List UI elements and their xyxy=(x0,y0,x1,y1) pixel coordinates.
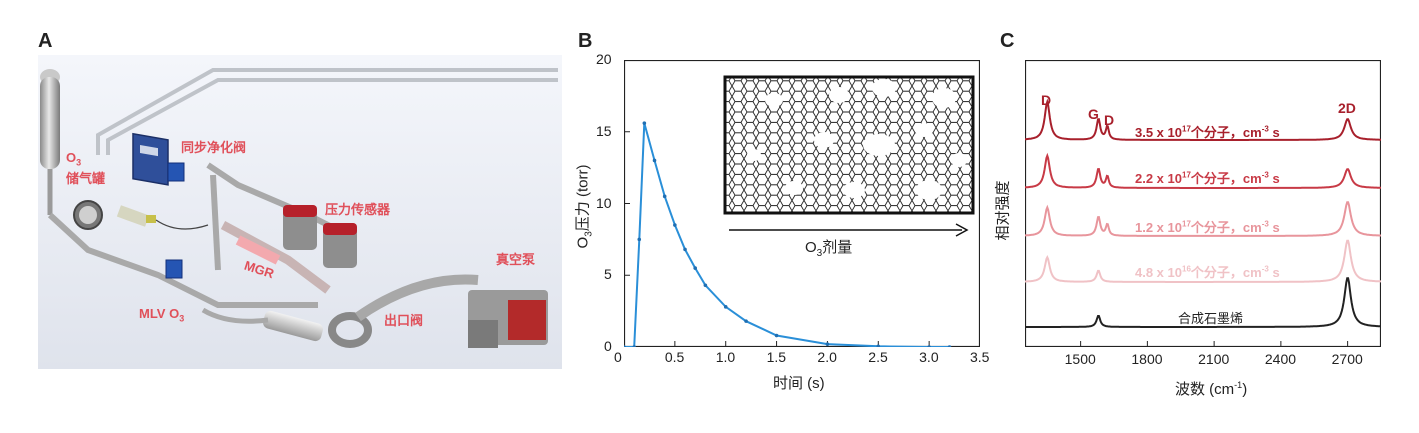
raman-x-title: 波数 (cm-1) xyxy=(1175,380,1248,398)
pressure-point xyxy=(622,345,626,349)
peak-label-2d: 2D xyxy=(1338,100,1356,116)
pressure-point xyxy=(947,345,952,349)
y-tick-label: 0 xyxy=(604,338,612,354)
peak-label-d-prime: D xyxy=(1104,112,1115,128)
x-tick-label: 1.0 xyxy=(715,349,736,365)
spectrum-label-5: 合成石墨烯 xyxy=(1178,311,1244,326)
pressure-point xyxy=(774,333,779,338)
raman-x-tick-label: 1500 xyxy=(1064,351,1096,367)
pressure-point xyxy=(662,194,667,199)
pressure-point xyxy=(642,121,647,125)
y-tick-label: 5 xyxy=(604,266,612,283)
inset-dose-label: O3剂量 xyxy=(805,239,853,259)
peak-label-d: D xyxy=(1041,92,1052,108)
x-tick-label: 3.0 xyxy=(919,349,939,365)
pressure-sensor-label: 压力传感器 xyxy=(325,202,391,217)
apparatus-drawing xyxy=(38,55,562,369)
pressure-point xyxy=(876,344,881,349)
raman-spectrum-line xyxy=(1025,239,1381,283)
o3-tank-label: O3 储气罐 xyxy=(66,150,106,186)
x-tick-label: 0 xyxy=(614,349,622,365)
raman-chart-svg xyxy=(1024,59,1382,348)
pressure-point xyxy=(744,319,748,323)
pressure-point xyxy=(673,223,677,227)
raman-spectrum-line xyxy=(1025,201,1381,237)
spectrum-label-1: 3.5 x 1017个分子，cm-3 s xyxy=(1135,124,1280,140)
x-tick-label: 2.5 xyxy=(868,349,888,365)
x-tick-label: 3.5 xyxy=(970,349,990,365)
raman-frame xyxy=(1024,59,1382,348)
x-tick-label: 2.0 xyxy=(817,349,837,365)
raman-x-tick-label: 2700 xyxy=(1331,351,1363,367)
y-tick-label: 10 xyxy=(596,194,612,211)
y-tick-label: 20 xyxy=(596,51,612,67)
raman-x-tick-label: 1800 xyxy=(1131,351,1163,367)
raman-x-tick-label: 2100 xyxy=(1198,351,1230,367)
pressure-chart-y-title: O3压力 (torr) xyxy=(574,164,595,249)
pressure-point xyxy=(927,345,931,349)
raman-spectrum-line xyxy=(1025,98,1381,141)
y-tick-label: 15 xyxy=(596,122,612,139)
spectrum-label-2: 2.2 x 1017个分子，cm-3 s xyxy=(1135,170,1280,186)
pressure-point xyxy=(723,305,728,309)
pressure-chart-svg xyxy=(622,59,981,349)
raman-x-tick-label: 2400 xyxy=(1264,351,1297,367)
panel-b-letter: B xyxy=(578,30,593,52)
graphene-lattice-inset xyxy=(723,75,975,215)
pressure-chart xyxy=(622,59,981,349)
pressure-point xyxy=(683,247,687,252)
pressure-point xyxy=(825,342,830,346)
panel-c-letter: C xyxy=(1000,30,1015,52)
sync-valve-label: 同步净化阀 xyxy=(181,140,247,155)
spectrum-label-4: 4.8 x 1016个分子，cm-3 s xyxy=(1135,264,1280,280)
raman-y-title: 相对强度 xyxy=(994,180,1012,241)
pressure-point xyxy=(652,158,657,163)
outlet-valve-label: 出口阀 xyxy=(384,313,424,328)
x-tick-label: 0.5 xyxy=(664,349,685,365)
dose-arrow xyxy=(729,223,969,237)
apparatus-diagram xyxy=(38,55,562,369)
vacuum-pump-label: 真空泵 xyxy=(496,252,536,267)
spectrum-label-3: 1.2 x 1017个分子，cm-3 s xyxy=(1135,219,1280,235)
raman-spectrum-line xyxy=(1025,277,1381,328)
x-tick-label: 1.5 xyxy=(766,349,787,365)
raman-chart xyxy=(1024,59,1382,348)
panel-a-letter: A xyxy=(38,30,53,52)
raman-spectrum-line xyxy=(1024,152,1381,189)
pressure-point xyxy=(703,283,708,288)
pressure-point xyxy=(637,237,642,242)
mlv-o3-label: MLV O3 xyxy=(139,306,185,324)
pressure-chart-x-title: 时间 (s) xyxy=(773,375,825,392)
peak-label-g: G xyxy=(1088,106,1099,122)
pressure-point xyxy=(693,266,697,270)
pressure-point xyxy=(632,345,636,349)
